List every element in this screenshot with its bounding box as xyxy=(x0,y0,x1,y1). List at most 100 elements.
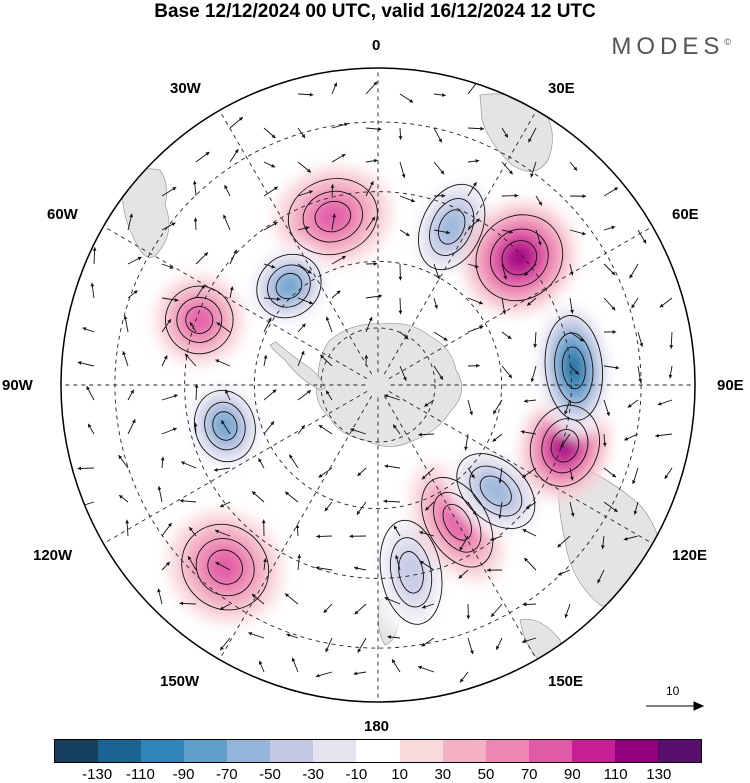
wind-vector xyxy=(669,331,674,349)
latitude-circle xyxy=(184,191,572,579)
wind-vector xyxy=(325,390,333,401)
wind-vector xyxy=(350,428,367,435)
wind-vector xyxy=(433,331,448,341)
wind-vector xyxy=(490,603,503,618)
map-title: Base 12/12/2024 00 UTC, valid 16/12/2024… xyxy=(154,1,596,22)
colorbar-tick-label: 30 xyxy=(434,766,452,783)
wind-vector xyxy=(603,501,618,513)
streamline-contour xyxy=(437,209,466,245)
wind-vector xyxy=(398,127,403,140)
wind-vector xyxy=(92,247,97,265)
wind-vector xyxy=(569,229,586,236)
wind-vector xyxy=(161,263,174,269)
lon-label-0: 0 xyxy=(372,37,381,54)
wind-vector xyxy=(668,365,673,379)
lon-label-60w: 60W xyxy=(47,206,78,223)
wind-vector xyxy=(263,221,278,231)
streamline-contour xyxy=(287,178,378,256)
wind-vector xyxy=(495,637,503,650)
wind-vector xyxy=(631,297,639,309)
wind-vector xyxy=(357,637,367,653)
wind-vector xyxy=(418,432,435,437)
wind-vector xyxy=(417,665,435,673)
wind-vector xyxy=(433,229,451,235)
wind-vector xyxy=(161,318,172,333)
wind-vector xyxy=(330,184,335,197)
wind-vector xyxy=(633,501,639,515)
wind-vector xyxy=(523,557,537,571)
colorbar-segment xyxy=(227,740,271,762)
wind-vector xyxy=(297,350,305,367)
wind-vector xyxy=(224,389,231,401)
streamline-contour xyxy=(302,190,364,243)
wind-vector xyxy=(564,399,571,415)
south-america xyxy=(119,168,170,258)
meridian-line xyxy=(383,110,537,375)
wind-vector xyxy=(161,222,176,231)
wind-vector xyxy=(357,467,367,477)
wind-vector xyxy=(419,530,435,537)
wind-vector xyxy=(297,190,313,197)
lon-label-150e: 150E xyxy=(548,673,584,690)
wind-vector xyxy=(349,534,367,539)
lon-label-30e: 30E xyxy=(548,80,575,97)
wind-vector xyxy=(569,161,578,171)
wind-vector xyxy=(125,519,130,537)
wind-vector xyxy=(325,316,333,333)
wind-vector xyxy=(501,229,514,234)
wind-vector xyxy=(521,467,537,478)
wind-vector xyxy=(365,158,378,163)
streamline-contour xyxy=(256,253,322,319)
wind-vector xyxy=(492,433,503,442)
wind-vector xyxy=(194,384,199,401)
colorbar-tick-label: -70 xyxy=(215,766,238,783)
wind-vector xyxy=(297,323,306,333)
wind-vector xyxy=(384,597,401,605)
reference-vector-arrow xyxy=(646,701,705,711)
wind-vector xyxy=(467,126,484,131)
wind-vector xyxy=(530,365,537,383)
wind-vector xyxy=(433,93,446,97)
map-boundary xyxy=(60,67,696,703)
wind-vector xyxy=(297,554,302,571)
wind-vector xyxy=(354,603,367,615)
wind-vector xyxy=(624,433,639,441)
wind-vector xyxy=(467,181,477,197)
wind-vector xyxy=(161,427,177,435)
wind-vector xyxy=(263,558,267,571)
streamline-contour xyxy=(479,475,512,507)
wind-vector xyxy=(535,229,542,246)
wind-vector xyxy=(467,159,480,163)
wind-vector xyxy=(123,315,129,333)
streamline-contour xyxy=(176,296,223,343)
wind-vector xyxy=(467,297,484,305)
anomaly-patch xyxy=(555,434,575,457)
wind-vector xyxy=(251,593,265,605)
colorbar-segment xyxy=(313,740,357,762)
streamline-contour xyxy=(544,315,604,421)
wind-vector xyxy=(263,161,276,168)
wind-vector xyxy=(161,186,177,197)
wind-vector xyxy=(623,535,639,541)
wind-vector xyxy=(501,127,509,138)
anomaly-patch xyxy=(438,209,466,245)
colorbar-segment xyxy=(356,740,400,762)
streamline-contour xyxy=(204,401,246,451)
wind-vector xyxy=(325,637,333,653)
wind-vector xyxy=(399,331,409,340)
wind-vector xyxy=(193,217,198,231)
colorbar-segment xyxy=(485,740,529,762)
wind-vector xyxy=(318,467,333,478)
wind-vector xyxy=(127,290,138,299)
wind-vector xyxy=(219,603,231,611)
colorbar-tick-label: 90 xyxy=(564,766,581,783)
wind-vector xyxy=(184,353,197,367)
streamline-contour xyxy=(398,551,424,594)
wind-vector xyxy=(213,467,231,472)
lon-label-90w: 90W xyxy=(2,377,33,394)
wind-vector xyxy=(602,433,607,447)
meridian-line xyxy=(388,390,653,544)
wind-vector xyxy=(219,501,231,508)
streamline-contour xyxy=(429,198,475,256)
wind-vector xyxy=(398,297,403,315)
